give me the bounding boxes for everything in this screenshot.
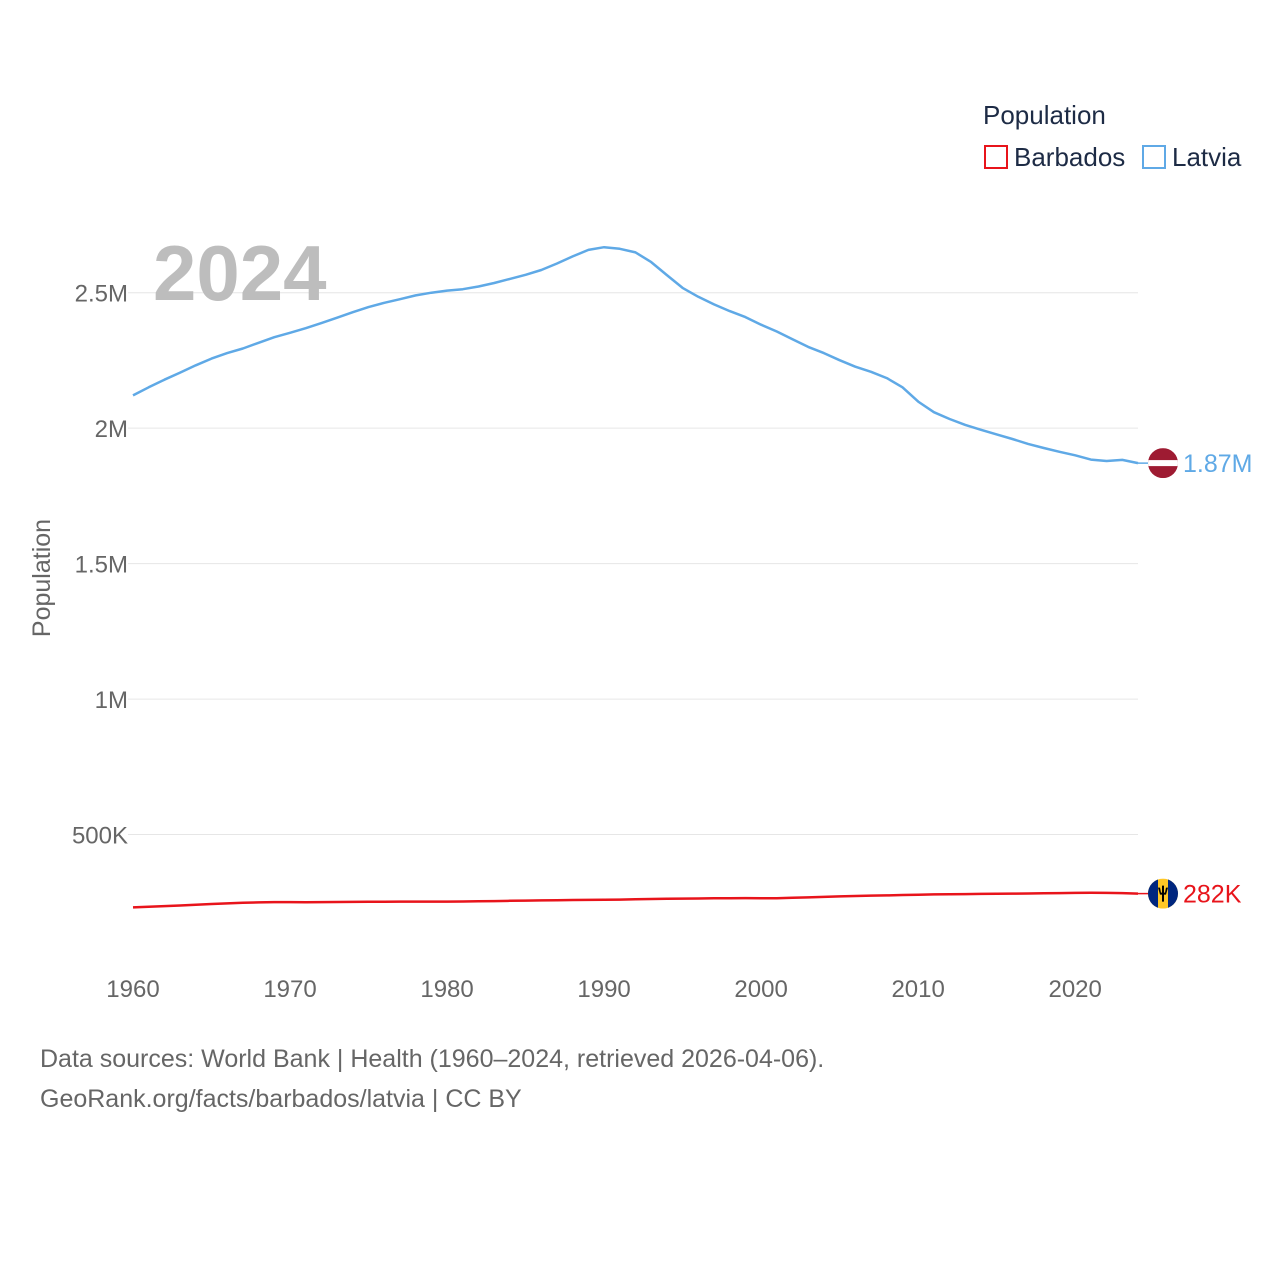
y-tick-label: 1.5M xyxy=(75,552,128,579)
series-line-barbados xyxy=(132,891,1139,909)
legend-title: Population xyxy=(983,100,1106,130)
y-tick-label: 2M xyxy=(95,416,128,443)
legend-item-latvia[interactable]: Latvia xyxy=(1142,142,1242,172)
y-axis-ticks: 500K 1M 1.5M 2M 2.5M xyxy=(72,281,128,850)
footer-attribution: GeoRank.org/facts/barbados/latvia | CC B… xyxy=(40,1085,522,1113)
y-axis-label: Population xyxy=(28,519,56,637)
legend-swatch-latvia xyxy=(1142,145,1166,169)
barbados-end-value: 282K xyxy=(1183,881,1242,909)
current-year-label: 2024 xyxy=(153,229,327,317)
x-axis-ticks: 1960 1970 1980 1990 2000 2010 2020 xyxy=(106,976,1102,1003)
x-tick-label: 1990 xyxy=(577,976,630,1003)
series-line-latvia xyxy=(132,245,1139,465)
latvia-flag-icon xyxy=(1148,448,1178,479)
latvia-end-value: 1.87M xyxy=(1183,450,1252,478)
gridlines xyxy=(128,292,1138,836)
legend: Population Barbados Latvia xyxy=(983,100,1242,172)
x-tick-label: 1970 xyxy=(263,976,316,1003)
x-tick-label: 2010 xyxy=(891,976,944,1003)
y-tick-label: 500K xyxy=(72,823,128,850)
legend-swatch-barbados xyxy=(984,145,1008,169)
x-tick-label: 2000 xyxy=(734,976,787,1003)
legend-label-latvia: Latvia xyxy=(1172,142,1242,172)
x-tick-label: 2020 xyxy=(1048,976,1101,1003)
y-tick-label: 1M xyxy=(95,687,128,714)
y-tick-label: 2.5M xyxy=(75,281,128,308)
series-lines xyxy=(132,245,1150,909)
x-tick-label: 1980 xyxy=(420,976,473,1003)
legend-item-barbados[interactable]: Barbados xyxy=(984,142,1125,172)
x-tick-label: 1960 xyxy=(106,976,159,1003)
footer-sources: Data sources: World Bank | Health (1960–… xyxy=(40,1045,825,1073)
legend-label-barbados: Barbados xyxy=(1014,142,1125,172)
barbados-flag-icon xyxy=(1148,878,1178,909)
